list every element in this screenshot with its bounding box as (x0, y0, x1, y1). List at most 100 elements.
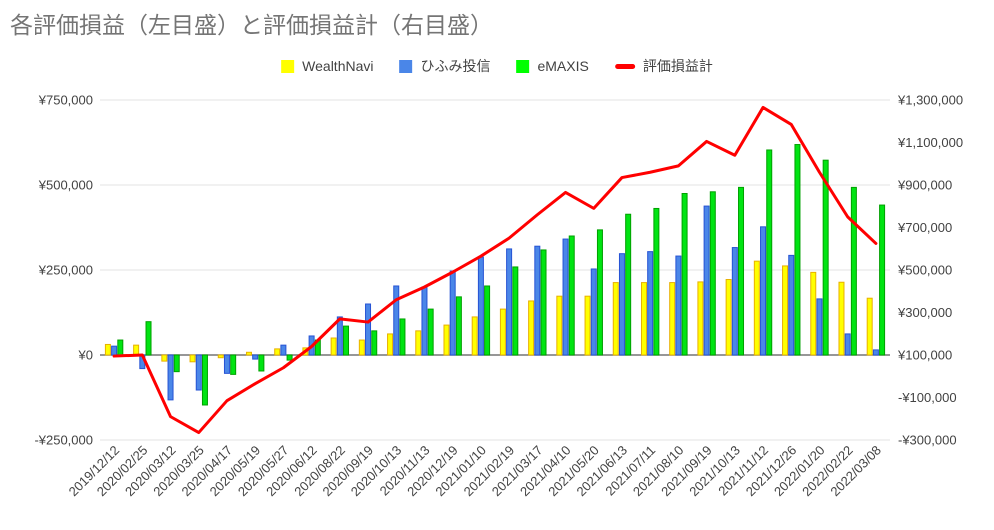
bar-emaxis (625, 213, 632, 356)
bar-emaxis (568, 235, 575, 356)
bar-wealthnavi (415, 330, 422, 356)
bar-emaxis (512, 266, 519, 356)
bar-hifumi (336, 316, 343, 356)
bar-emaxis (681, 193, 688, 356)
wealthnavi-swatch-icon (281, 59, 295, 73)
bar-hifumi (788, 254, 795, 356)
bar-wealthnavi (753, 260, 760, 356)
bar-emaxis (258, 354, 265, 372)
bar-emaxis (427, 308, 434, 356)
bar-wealthnavi (274, 348, 281, 356)
bar-wealthnavi (725, 279, 732, 356)
bar-wealthnavi (161, 354, 168, 362)
bar-wealthnavi (471, 316, 478, 356)
bar-wealthnavi (443, 324, 450, 356)
bar-hifumi (562, 238, 569, 356)
bar-hifumi (449, 270, 456, 356)
bar-hifumi (760, 226, 767, 356)
legend-item-wealthnavi[interactable]: WealthNavi (281, 58, 373, 74)
bar-hifumi (252, 354, 259, 360)
bar-wealthnavi (556, 295, 563, 356)
bar-wealthnavi (245, 351, 252, 356)
bar-emaxis (709, 191, 716, 356)
bar-emaxis (173, 354, 180, 373)
bar-emaxis (145, 321, 152, 356)
bar-hifumi (731, 247, 738, 356)
bar-emaxis (371, 330, 378, 356)
right-axis-tick-label: -¥100,000 (898, 390, 957, 405)
bar-wealthnavi (584, 295, 591, 356)
bar-hifumi (647, 251, 654, 356)
bar-hifumi (703, 205, 710, 356)
total-line-swatch-icon (614, 63, 635, 69)
bar-wealthnavi (330, 337, 337, 356)
bar-hifumi (167, 354, 174, 401)
right-axis-tick-label: -¥300,000 (898, 433, 957, 448)
bar-wealthnavi (612, 282, 619, 356)
left-axis-tick-label: ¥250,000 (38, 263, 93, 278)
bar-hifumi (280, 344, 287, 356)
bar-hifumi (506, 248, 513, 356)
bar-emaxis (766, 149, 773, 356)
bar-hifumi (365, 303, 372, 356)
bar-hifumi (844, 333, 851, 356)
bar-wealthnavi (810, 271, 817, 356)
bar-emaxis (822, 159, 829, 356)
right-axis-tick-label: ¥1,100,000 (897, 135, 963, 150)
legend-item-total[interactable]: 評価損益計 (614, 56, 713, 76)
bar-hifumi (675, 255, 682, 356)
bar-emaxis (343, 325, 350, 356)
bar-wealthnavi (499, 308, 506, 356)
left-axis-tick-label: ¥500,000 (38, 178, 93, 193)
bar-emaxis (879, 204, 886, 356)
bar-emaxis (286, 354, 293, 361)
bar-wealthnavi (669, 282, 676, 356)
bar-wealthnavi (104, 343, 111, 356)
right-axis-tick-label: ¥1,300,000 (897, 93, 963, 108)
bar-hifumi (111, 345, 118, 356)
legend-item-hifumi[interactable]: ひふみ投信 (399, 56, 490, 76)
bar-hifumi (872, 349, 879, 356)
bar-wealthnavi (640, 282, 647, 356)
legend-label: 評価損益計 (642, 58, 713, 74)
bar-emaxis (596, 229, 603, 356)
left-axis-tick-label: ¥750,000 (38, 93, 93, 108)
legend-item-emaxis[interactable]: eMAXIS (516, 58, 589, 74)
total-line (112, 105, 878, 435)
bar-hifumi (393, 285, 400, 356)
bar-hifumi (421, 286, 428, 356)
bar-wealthnavi (866, 297, 873, 356)
bar-wealthnavi (189, 354, 196, 363)
bar-emaxis (850, 186, 857, 356)
bar-wealthnavi (782, 265, 789, 356)
left-axis-tick-label: ¥0 (78, 348, 93, 363)
bar-hifumi (195, 354, 202, 391)
bar-wealthnavi (217, 354, 224, 359)
bar-wealthnavi (838, 281, 845, 356)
right-axis-tick-label: ¥300,000 (897, 305, 952, 320)
bar-wealthnavi (528, 300, 535, 356)
right-axis-tick-label: ¥900,000 (897, 178, 952, 193)
bar-emaxis (117, 339, 124, 356)
bar-emaxis (738, 186, 745, 356)
bar-emaxis (794, 144, 801, 356)
bar-hifumi (477, 256, 484, 356)
bar-hifumi (618, 253, 625, 356)
bar-emaxis (230, 354, 237, 375)
bar-emaxis (484, 285, 491, 356)
left-axis-tick-label: -¥250,000 (34, 433, 93, 448)
bar-emaxis (455, 296, 462, 356)
chart-title: 各評価損益（左目盛）と評価損益計（右目盛） (10, 12, 493, 38)
legend-label: WealthNavi (302, 58, 374, 74)
bar-emaxis (399, 318, 406, 356)
bar-wealthnavi (133, 344, 140, 356)
hifumi-swatch-icon (399, 59, 413, 73)
legend-label: eMAXIS (537, 58, 589, 74)
right-axis-tick-label: ¥500,000 (897, 263, 952, 278)
bar-emaxis (201, 354, 208, 406)
bar-hifumi (816, 298, 823, 356)
bar-hifumi (534, 245, 541, 356)
bar-emaxis (540, 249, 547, 356)
bar-hifumi (590, 268, 597, 356)
